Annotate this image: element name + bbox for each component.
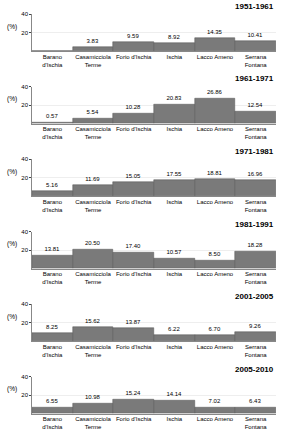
svg-text:Ischia: Ischia [166, 416, 182, 422]
svg-text:20: 20 [21, 175, 28, 181]
svg-text:CasamicciolaTerme: CasamicciolaTerme [75, 416, 111, 430]
svg-text:Forio d'Ischia: Forio d'Ischia [116, 126, 152, 132]
svg-text:(%): (%) [7, 385, 17, 393]
svg-text:(%): (%) [7, 168, 17, 176]
svg-text:Ischia: Ischia [166, 199, 182, 205]
svg-text:CasamicciolaTerme: CasamicciolaTerme [75, 271, 111, 285]
svg-text:40: 40 [21, 229, 28, 235]
svg-text:SerranaFontana: SerranaFontana [245, 344, 268, 358]
svg-text:20.83: 20.83 [166, 95, 182, 101]
svg-text:2005-2010: 2005-2010 [235, 365, 274, 374]
svg-text:20: 20 [21, 102, 28, 108]
svg-text:Lacco Ameno: Lacco Ameno [197, 416, 234, 422]
svg-text:SerranaFontana: SerranaFontana [245, 199, 268, 213]
svg-text:12.54: 12.54 [247, 102, 263, 108]
svg-text:SerranaFontana: SerranaFontana [245, 271, 268, 285]
svg-text:Lacco Ameno: Lacco Ameno [197, 271, 234, 277]
svg-text:15.24: 15.24 [125, 390, 141, 396]
svg-text:13.81: 13.81 [44, 246, 60, 252]
svg-text:Forio d'Ischia: Forio d'Ischia [116, 54, 152, 60]
svg-text:CasamicciolaTerme: CasamicciolaTerme [75, 126, 111, 140]
svg-text:7.02: 7.02 [209, 398, 221, 404]
svg-text:5.16: 5.16 [46, 182, 58, 188]
svg-text:40: 40 [21, 11, 28, 17]
svg-text:13.87: 13.87 [125, 319, 141, 325]
svg-text:9.59: 9.59 [127, 33, 139, 39]
svg-text:18.28: 18.28 [247, 242, 263, 248]
svg-text:Ischia: Ischia [166, 126, 182, 132]
svg-text:6.55: 6.55 [46, 398, 58, 404]
svg-text:1951-1961: 1951-1961 [235, 2, 274, 11]
svg-text:SerranaFontana: SerranaFontana [245, 54, 268, 68]
svg-text:CasamicciolaTerme: CasamicciolaTerme [75, 344, 111, 358]
svg-text:5.54: 5.54 [87, 109, 99, 115]
svg-text:Forio d'Ischia: Forio d'Ischia [116, 199, 152, 205]
svg-text:Baranod'Ischia: Baranod'Ischia [42, 126, 63, 140]
svg-text:6.70: 6.70 [209, 326, 221, 332]
svg-text:20: 20 [21, 392, 28, 398]
svg-text:CasamicciolaTerme: CasamicciolaTerme [75, 199, 111, 213]
svg-text:2001-2005: 2001-2005 [235, 292, 274, 301]
svg-text:Forio d'Ischia: Forio d'Ischia [116, 344, 152, 350]
svg-text:(%): (%) [7, 95, 17, 103]
svg-text:Baranod'Ischia: Baranod'Ischia [42, 416, 63, 430]
svg-text:40: 40 [21, 374, 28, 380]
svg-text:Ischia: Ischia [166, 271, 182, 277]
svg-text:6.43: 6.43 [249, 398, 261, 404]
svg-text:Baranod'Ischia: Baranod'Ischia [42, 54, 63, 68]
svg-text:11.69: 11.69 [85, 176, 100, 182]
svg-text:1961-1971: 1961-1971 [235, 74, 274, 83]
svg-text:8.50: 8.50 [209, 251, 221, 257]
svg-text:20: 20 [21, 30, 28, 36]
svg-text:40: 40 [21, 301, 28, 307]
svg-text:Baranod'Ischia: Baranod'Ischia [42, 199, 63, 213]
svg-text:6.22: 6.22 [168, 326, 180, 332]
svg-text:20.50: 20.50 [85, 240, 101, 246]
svg-text:1971-1981: 1971-1981 [235, 147, 274, 156]
svg-text:10.28: 10.28 [125, 104, 141, 110]
svg-text:14.35: 14.35 [207, 29, 223, 35]
svg-text:20: 20 [21, 320, 28, 326]
svg-text:Lacco Ameno: Lacco Ameno [197, 54, 234, 60]
svg-text:10.41: 10.41 [247, 32, 263, 38]
svg-text:Forio d'Ischia: Forio d'Ischia [116, 416, 152, 422]
svg-text:(%): (%) [7, 313, 17, 321]
svg-text:15.05: 15.05 [125, 173, 141, 179]
svg-text:40: 40 [21, 156, 28, 162]
svg-text:(%): (%) [7, 23, 17, 31]
svg-text:SerranaFontana: SerranaFontana [245, 126, 268, 140]
svg-text:8.25: 8.25 [46, 324, 58, 330]
svg-text:(%): (%) [7, 240, 17, 248]
svg-text:Baranod'Ischia: Baranod'Ischia [42, 271, 63, 285]
svg-text:CasamicciolaTerme: CasamicciolaTerme [75, 54, 111, 68]
svg-text:17.40: 17.40 [125, 243, 141, 249]
svg-text:16.96: 16.96 [247, 171, 263, 177]
svg-text:10.98: 10.98 [85, 394, 101, 400]
svg-text:SerranaFontana: SerranaFontana [245, 416, 268, 430]
svg-text:15.62: 15.62 [85, 318, 101, 324]
svg-text:18.81: 18.81 [207, 170, 223, 176]
svg-text:1981-1991: 1981-1991 [235, 220, 274, 229]
svg-text:17.55: 17.55 [166, 171, 182, 177]
svg-text:40: 40 [21, 84, 28, 90]
svg-text:3.83: 3.83 [87, 38, 99, 44]
svg-text:20: 20 [21, 247, 28, 253]
svg-text:0.57: 0.57 [46, 113, 58, 119]
svg-text:10.57: 10.57 [166, 249, 182, 255]
svg-text:Lacco Ameno: Lacco Ameno [197, 344, 234, 350]
svg-text:Ischia: Ischia [166, 344, 182, 350]
svg-text:Baranod'Ischia: Baranod'Ischia [42, 344, 63, 358]
svg-text:8.92: 8.92 [168, 34, 180, 40]
svg-text:9.26: 9.26 [249, 323, 261, 329]
svg-text:Lacco Ameno: Lacco Ameno [197, 199, 234, 205]
svg-text:14.14: 14.14 [166, 391, 182, 397]
svg-text:Lacco Ameno: Lacco Ameno [197, 126, 234, 132]
svg-text:Forio d'Ischia: Forio d'Ischia [116, 271, 152, 277]
svg-text:26.86: 26.86 [207, 89, 223, 95]
svg-text:Ischia: Ischia [166, 54, 182, 60]
